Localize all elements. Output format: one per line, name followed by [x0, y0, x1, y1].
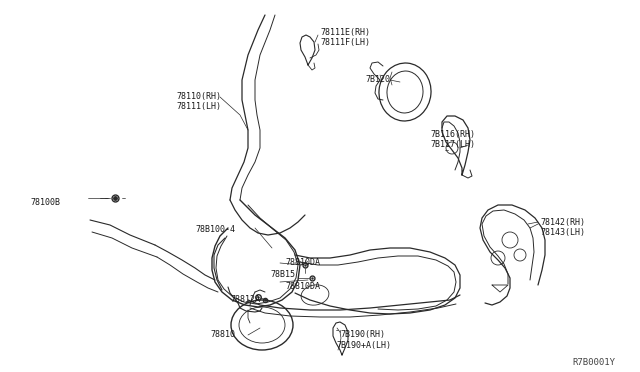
Text: 78812A: 78812A — [230, 295, 260, 304]
Text: 78111(LH): 78111(LH) — [176, 102, 221, 111]
Text: 78810: 78810 — [210, 330, 235, 339]
Text: 78B100-4: 78B100-4 — [195, 225, 235, 234]
Text: 7B190(RH): 7B190(RH) — [340, 330, 385, 339]
Text: 7B116(RH): 7B116(RH) — [430, 130, 475, 139]
Text: R7B0001Y: R7B0001Y — [572, 358, 615, 367]
Text: 78100B: 78100B — [30, 198, 60, 207]
Text: 78142(RH): 78142(RH) — [540, 218, 585, 227]
Text: 78B15: 78B15 — [270, 270, 295, 279]
Text: 78810DA: 78810DA — [285, 282, 320, 291]
Text: 7B117(LH): 7B117(LH) — [430, 140, 475, 149]
Text: 78143(LH): 78143(LH) — [540, 228, 585, 237]
Text: 78110(RH): 78110(RH) — [176, 92, 221, 101]
Text: 7B190+A(LH): 7B190+A(LH) — [336, 341, 391, 350]
Text: 78810DA: 78810DA — [285, 258, 320, 267]
Text: 78111E(RH): 78111E(RH) — [320, 28, 370, 37]
Text: 78111F(LH): 78111F(LH) — [320, 38, 370, 47]
Text: 7B120: 7B120 — [365, 75, 390, 84]
